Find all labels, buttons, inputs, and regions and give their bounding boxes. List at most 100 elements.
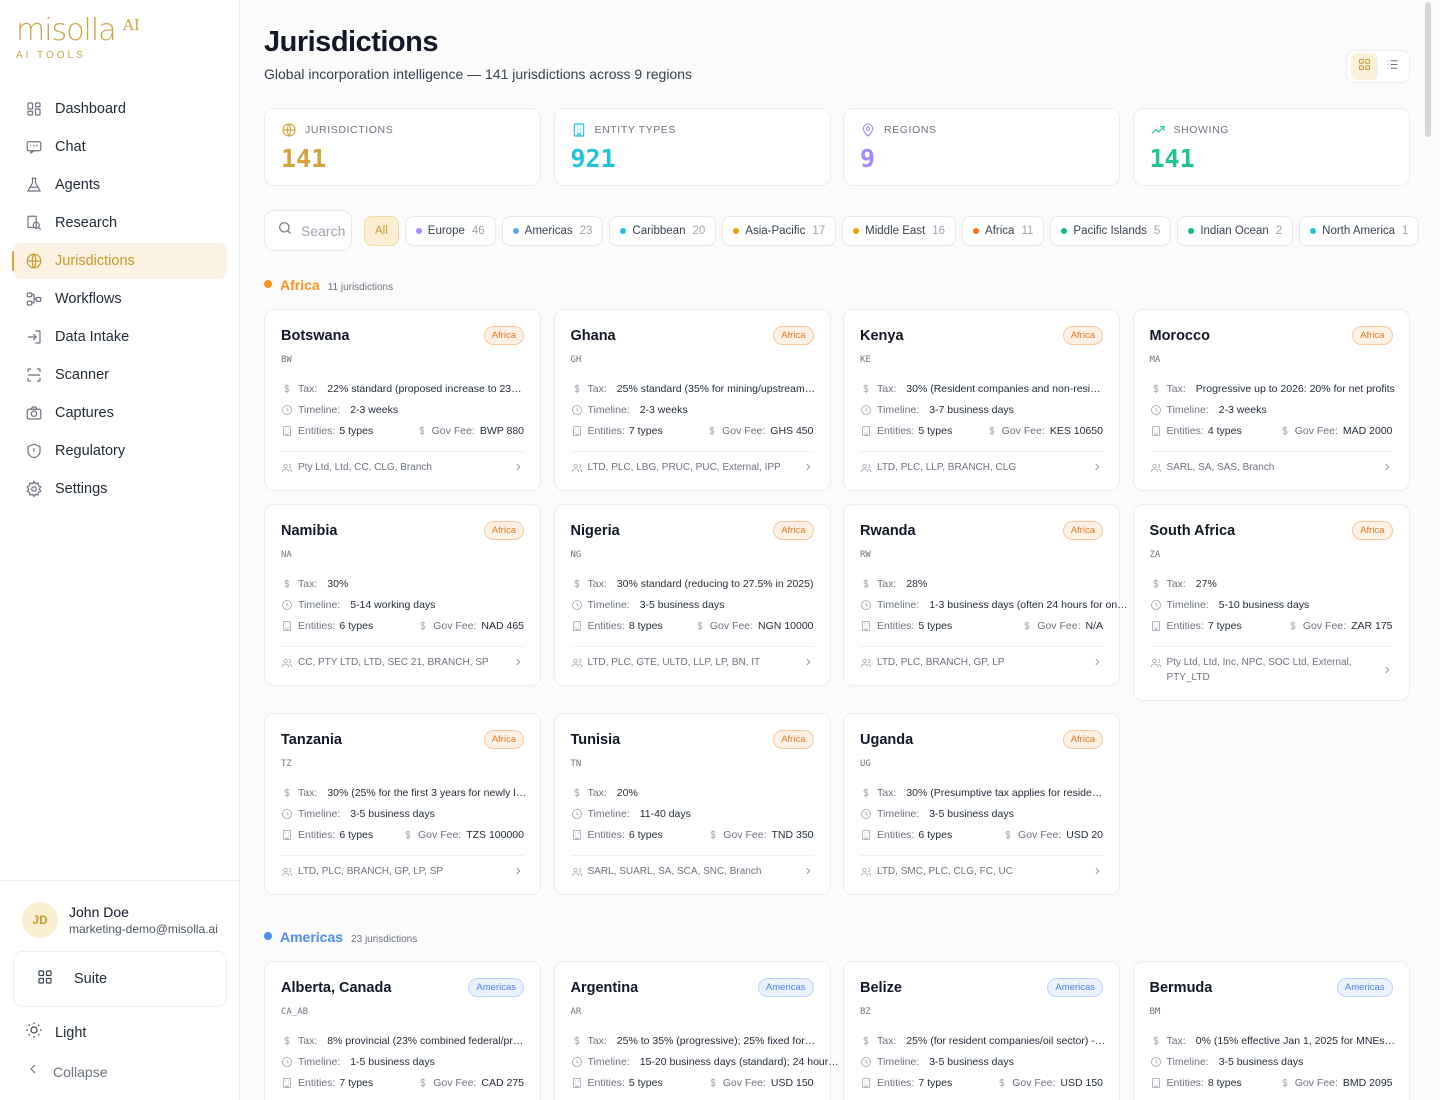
sidebar-item-research[interactable]: Research <box>13 205 227 241</box>
gov-fee-value: BWP 880 <box>479 425 524 437</box>
filter-chip-africa[interactable]: Africa 11 <box>962 216 1045 246</box>
sidebar-item-dashboard[interactable]: Dashboard <box>13 91 227 127</box>
open-card-button[interactable] <box>1092 657 1102 667</box>
tax-row: Tax: 30% standard (reducing to 27.5% in 2… <box>571 578 817 590</box>
jurisdiction-card[interactable]: South Africa Africa ZA Tax: 27% Timeline: 5-10… <box>1132 504 1410 701</box>
filter-chip-pacific-islands[interactable]: Pacific Islands 5 <box>1050 216 1172 246</box>
filter-chip-north-america[interactable]: North America 1 <box>1299 216 1420 246</box>
sidebar-item-chat[interactable]: Chat <box>13 129 227 165</box>
jurisdiction-name: Nigeria <box>570 523 620 539</box>
timeline-value: 5-10 business days <box>1218 599 1310 611</box>
jurisdiction-card[interactable]: Bermuda Americas BM Tax: 0% (15% effective J… <box>1132 961 1410 1100</box>
entities-row: Entities: 5 types <box>281 425 373 437</box>
open-card-button[interactable] <box>1382 462 1392 472</box>
jurisdiction-card[interactable]: Alberta, Canada Americas CA_AB Tax: 8% provi… <box>264 961 541 1100</box>
jurisdiction-card[interactable]: Kenya Africa KE Tax: 30% (Resident companies… <box>843 309 1120 491</box>
gov-fee-label: Gov Fee: <box>723 829 767 841</box>
dollar-icon <box>860 1035 872 1047</box>
jurisdiction-card[interactable]: Morocco Africa MA Tax: Progressive up to 202… <box>1132 309 1410 491</box>
open-card-button[interactable] <box>803 866 813 876</box>
jurisdiction-card[interactable]: Tanzania Africa TZ Tax: 30% (25% for the fir… <box>264 713 541 895</box>
jurisdiction-card[interactable]: Belize Americas BZ Tax: 25% (for resident co… <box>843 961 1120 1100</box>
research-icon <box>25 214 43 232</box>
list-view-button[interactable] <box>1379 53 1406 80</box>
filter-chip-indian-ocean[interactable]: Indian Ocean 2 <box>1177 216 1294 246</box>
filter-chip-caribbean[interactable]: Caribbean 20 <box>609 216 717 246</box>
open-card-button[interactable] <box>513 657 523 667</box>
sidebar-item-jurisdictions[interactable]: Jurisdictions <box>12 243 227 279</box>
entity-types: SARL, SUARL, SA, SCA, SNC, Branch <box>571 864 796 879</box>
jurisdiction-name: Argentina <box>570 980 639 996</box>
entities-label: Entities: <box>587 425 625 437</box>
theme-toggle[interactable]: Light <box>25 1021 86 1044</box>
entity-types-list: LTD, PLC, LLP, BRANCH, CLG <box>877 462 1017 473</box>
entity-types: LTD, PLC, BRANCH, GP, LP <box>860 655 1085 670</box>
jurisdiction-card[interactable]: Namibia Africa NA Tax: 30% Timeline: 5-14 work… <box>264 504 541 686</box>
building-icon <box>281 620 293 632</box>
open-card-button[interactable] <box>803 657 813 667</box>
jurisdiction-card[interactable]: Ghana Africa GH Tax: 25% standard (35% for m… <box>553 309 831 491</box>
gov-fee-value: TND 350 <box>771 829 814 841</box>
scrollbar[interactable] <box>1424 0 1432 1100</box>
filter-chip-all[interactable]: All <box>364 216 399 246</box>
sidebar-item-settings[interactable]: Settings <box>13 471 227 507</box>
entities-row: Entities: 4 types <box>1150 425 1242 437</box>
sidebar-item-regulatory[interactable]: Regulatory <box>13 433 227 469</box>
gov-fee-label: Gov Fee: <box>1001 425 1045 437</box>
building-icon <box>1150 1077 1162 1089</box>
card-divider <box>860 451 1103 452</box>
jurisdiction-card[interactable]: Uganda Africa UG Tax: 30% (Presumptive tax a… <box>843 713 1120 895</box>
gov-fee-value: NAD 465 <box>481 620 524 632</box>
tax-value: 27% <box>1195 578 1217 590</box>
grid-view-button[interactable] <box>1350 53 1378 80</box>
timeline-label: Timeline: <box>1166 404 1209 416</box>
sidebar-item-workflows[interactable]: Workflows <box>13 281 227 317</box>
open-card-button[interactable] <box>1382 665 1392 675</box>
filter-chip-americas[interactable]: Americas 23 <box>501 216 604 246</box>
suite-button[interactable]: Suite <box>13 951 227 1007</box>
timeline-label: Timeline: <box>298 599 341 611</box>
jurisdiction-card[interactable]: Botswana Africa BW Tax: 22% standard (propos… <box>264 309 541 491</box>
sidebar-item-data-intake[interactable]: Data Intake <box>13 319 227 355</box>
jurisdiction-card[interactable]: Nigeria Africa NG Tax: 30% standard (reducin… <box>553 504 831 686</box>
region-dot <box>415 228 422 234</box>
jurisdiction-card[interactable]: Rwanda Africa RW Tax: 28% Timeline: 1-3 busine… <box>843 504 1129 686</box>
jurisdiction-card[interactable]: Argentina Americas AR Tax: 25% to 35% (progr… <box>553 961 840 1100</box>
sidebar-item-captures[interactable]: Captures <box>13 395 227 431</box>
tax-value: 8% provincial (23% combined federal/prov… <box>327 1035 527 1047</box>
entity-types-list: LTD, SMC, PLC, CLG, FC, UC <box>877 866 1013 877</box>
timeline-label: Timeline: <box>298 1056 341 1068</box>
dollar-icon <box>571 578 583 590</box>
sidebar-item-scanner[interactable]: Scanner <box>13 357 227 393</box>
intake-icon <box>25 328 43 346</box>
timeline-value: 1-3 business days (often 24 hours for on… <box>929 599 1130 611</box>
open-card-button[interactable] <box>513 866 523 876</box>
open-card-button[interactable] <box>513 462 523 472</box>
filter-chip-europe[interactable]: Europe 46 <box>404 216 496 246</box>
card-divider <box>1149 451 1393 452</box>
jurisdiction-card[interactable]: Tunisia Africa TN Tax: 20% Timeline: 11-40 day… <box>553 713 831 895</box>
chevron-right-icon <box>513 462 523 472</box>
dollar-icon <box>1279 425 1291 437</box>
users-icon <box>281 864 293 878</box>
scrollbar-thumb[interactable] <box>1425 2 1431 137</box>
entities-value: 7 types <box>1207 620 1242 632</box>
chevron-right-icon <box>803 657 813 667</box>
dollar-icon <box>281 1035 293 1047</box>
dollar-icon <box>402 829 414 841</box>
open-card-button[interactable] <box>1092 462 1102 472</box>
timeline-value: 2-3 weeks <box>639 404 688 416</box>
collapse-button[interactable]: Collapse <box>25 1061 107 1082</box>
section-name: Africa <box>280 277 320 293</box>
sidebar-footer: JD John Doe marketing-demo@misolla.ai Su… <box>0 880 239 1080</box>
filter-chip-asia-pacific[interactable]: Asia-Pacific 17 <box>722 216 837 246</box>
user-profile[interactable]: JD John Doe marketing-demo@misolla.ai <box>22 902 219 938</box>
open-card-button[interactable] <box>1092 866 1102 876</box>
filter-chip-middle-east[interactable]: Middle East 16 <box>842 216 957 246</box>
search-input[interactable] <box>301 222 347 239</box>
logo[interactable]: misolla AI AI TOOLS <box>16 14 140 62</box>
entity-types: CC, PTY LTD, LTD, SEC 21, BRANCH, SP <box>281 655 506 670</box>
chip-count: 11 <box>1021 225 1034 237</box>
open-card-button[interactable] <box>803 462 813 472</box>
sidebar-item-agents[interactable]: Agents <box>13 167 227 203</box>
